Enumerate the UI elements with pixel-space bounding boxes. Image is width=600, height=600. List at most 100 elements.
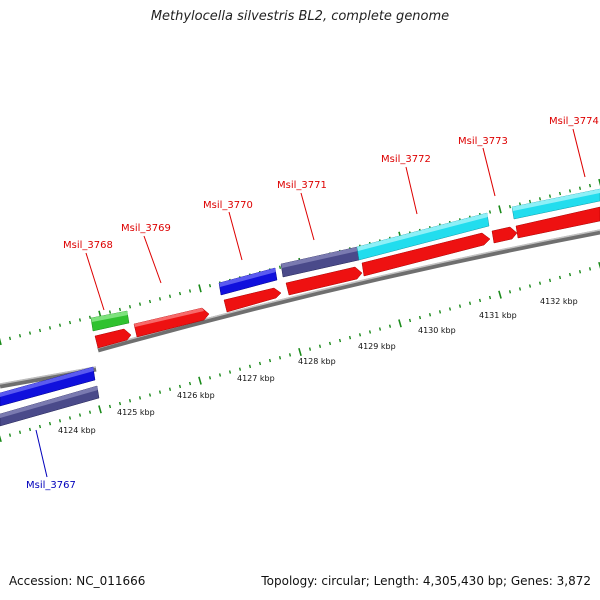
tick-mark (158, 297, 162, 301)
tick-mark (128, 305, 132, 309)
tick-mark (168, 387, 172, 391)
map-title: Methylocella silvestris BL2, complete ge… (150, 9, 450, 24)
tick-mark (558, 275, 562, 280)
kbp-label: 4125 kbp (117, 408, 155, 417)
tick-mark (48, 326, 52, 330)
tick-mark (188, 381, 192, 386)
tick-mark (248, 364, 252, 369)
gene-label-msil-3768[interactable]: Msil_3768 (63, 240, 113, 251)
tick-mark (548, 278, 552, 283)
tick-mark (538, 281, 542, 285)
tick-mark (28, 331, 32, 335)
tick-mark (88, 315, 92, 319)
kbp-label: 4129 kbp (358, 342, 396, 351)
tick-mark (98, 405, 102, 414)
gene-label-msil-3769[interactable]: Msil_3769 (121, 223, 171, 234)
tick-mark (588, 183, 592, 188)
gene-arrow-red-1[interactable] (94, 328, 132, 349)
gene-features[interactable] (0, 188, 600, 427)
tick-mark (478, 298, 482, 303)
tick-mark (28, 427, 32, 432)
gene-label-msil-3773[interactable]: Msil_3773 (458, 136, 508, 147)
tick-mark (38, 328, 42, 333)
tick-mark (498, 205, 502, 214)
tick-mark (18, 334, 22, 338)
gene-msil-3773[interactable] (491, 226, 518, 244)
gene-label-msil-3771[interactable]: Msil_3771 (277, 180, 327, 191)
tick-mark (458, 304, 462, 308)
tick-mark (538, 197, 542, 201)
kbp-label: 4132 kbp (540, 297, 578, 306)
gene-arrow-red-2[interactable] (223, 287, 282, 313)
tick-mark (318, 344, 322, 348)
tick-mark (208, 284, 212, 288)
tick-mark (518, 287, 522, 291)
tick-mark (158, 390, 162, 394)
tick-mark (78, 318, 82, 322)
tick-mark (268, 358, 272, 363)
tick-mark (428, 313, 432, 317)
tick-mark (578, 270, 582, 274)
gene-label-msil-3772[interactable]: Msil_3772 (381, 154, 431, 165)
tick-mark (168, 294, 172, 298)
tick-mark (578, 186, 582, 190)
gene-arrow-red-4[interactable] (361, 232, 491, 277)
tick-mark (568, 189, 572, 193)
tick-mark (138, 396, 142, 400)
tick-mark (78, 413, 82, 417)
tick-mark (118, 401, 122, 406)
tick-mark (498, 290, 502, 299)
tick-mark (308, 347, 312, 351)
tick-mark (228, 370, 232, 374)
gene-msil-3769[interactable] (133, 307, 210, 338)
tick-mark (398, 319, 402, 328)
inner-tick-track (0, 261, 600, 443)
tick-mark (488, 295, 492, 300)
tick-mark (378, 327, 382, 331)
tick-mark (48, 421, 52, 426)
tick-mark (558, 191, 562, 196)
tick-mark (178, 291, 182, 296)
gene-label-msil-3767[interactable]: Msil_3767 (26, 480, 76, 491)
tick-mark (0, 337, 2, 346)
kbp-label: 4128 kbp (298, 357, 336, 366)
tick-mark (288, 353, 292, 357)
kbp-label: 4127 kbp (237, 374, 275, 383)
tick-mark (0, 435, 2, 443)
tick-mark (488, 210, 492, 214)
label-leaders (35, 128, 586, 478)
tick-mark (198, 376, 202, 385)
tick-mark (138, 302, 142, 306)
tick-mark (508, 205, 512, 209)
tick-mark (88, 410, 92, 414)
tick-mark (68, 416, 72, 420)
tick-mark (348, 335, 352, 340)
tick-mark (278, 265, 282, 269)
tick-mark (568, 272, 572, 277)
tick-mark (298, 347, 302, 357)
tick-mark (238, 367, 242, 371)
tick-mark (108, 404, 112, 409)
tick-mark (418, 315, 422, 320)
tick-mark (208, 376, 212, 380)
tick-mark (118, 307, 122, 312)
tick-mark (328, 341, 332, 346)
tick-mark (148, 299, 152, 304)
gene-label-msil-3774[interactable]: Msil_3774 (549, 116, 599, 127)
gene-label-msil-3770[interactable]: Msil_3770 (203, 200, 253, 211)
tick-mark (368, 330, 372, 334)
tick-mark (548, 194, 552, 198)
gene-arrow-red-5[interactable] (515, 206, 600, 239)
tick-mark (198, 284, 202, 293)
gene-labels: Msil_3767 Msil_3768 Msil_3769 Msil_3770 … (26, 116, 599, 491)
tick-mark (188, 289, 192, 293)
tick-mark (468, 301, 472, 305)
gene-arrow-red-3[interactable] (285, 266, 363, 296)
tick-mark (58, 323, 62, 327)
tick-mark (528, 284, 532, 288)
tick-mark (108, 310, 112, 314)
tick-mark (358, 333, 362, 337)
topology-label: Topology: circular; Length: 4,305,430 bp… (261, 574, 591, 588)
tick-mark (588, 267, 592, 271)
